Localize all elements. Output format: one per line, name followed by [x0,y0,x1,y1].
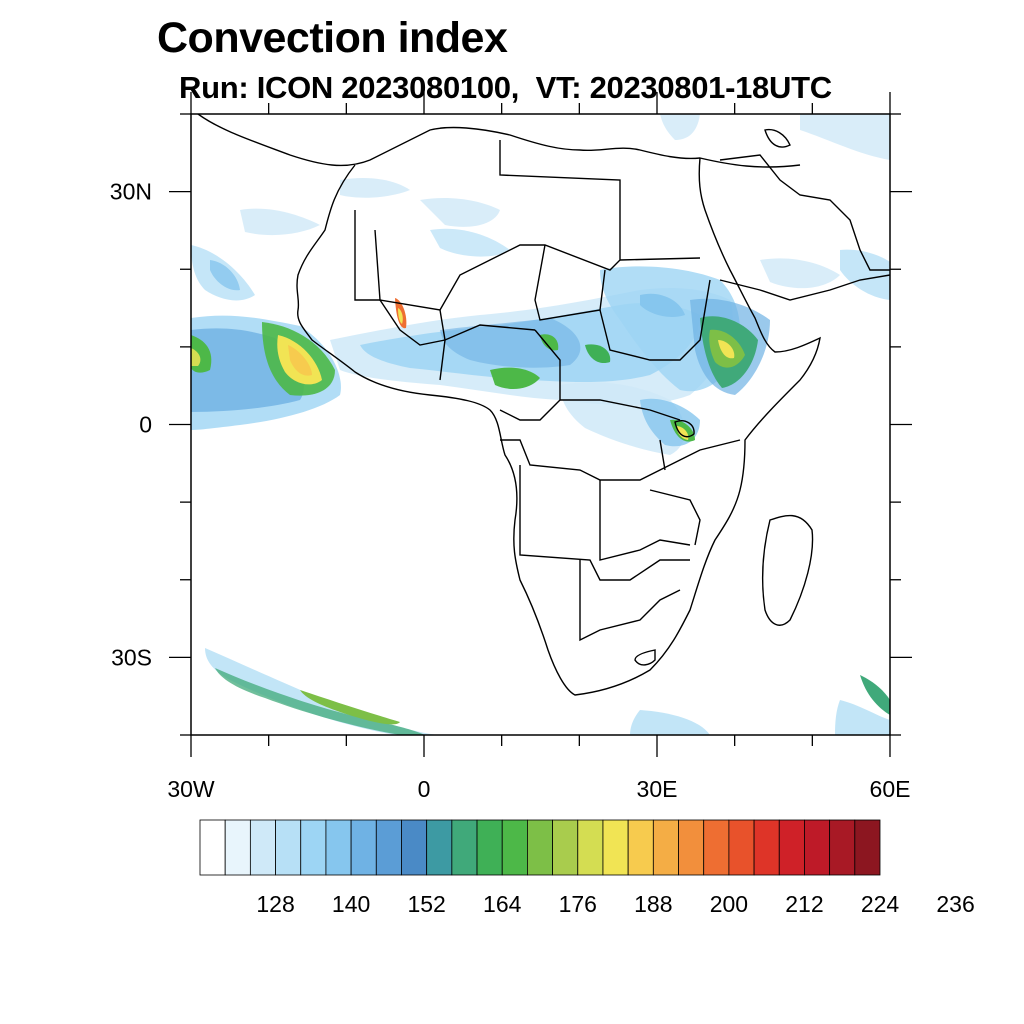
colorbar-box [728,819,755,876]
colorbar-label: 164 [483,891,522,917]
lon-tick-label: 0 [418,776,431,800]
colorbar-labels: 128 140 152 164 176 188 200 212 224 236 [256,891,974,917]
colorbar-label: 200 [710,891,748,917]
colorbar-box [249,819,276,876]
colorbar-box [829,819,856,876]
colorbar-box [577,819,604,876]
colorbar-box [426,819,453,876]
colorbar-label: 224 [861,891,900,917]
lat-tick-label: 30S [111,644,152,670]
colorbar-boxes [199,819,881,876]
colorbar-box [501,819,528,876]
colorbar-box [804,819,831,876]
colorbar-box [778,819,805,876]
colorbar-label: 152 [407,891,445,917]
colorbar-label: 236 [936,891,974,917]
colorbar-box [652,819,679,876]
lon-tick-label: 60E [870,776,911,800]
convection-field [191,114,890,735]
colorbar-box [753,819,780,876]
colorbar-box [552,819,579,876]
colorbar-box [451,819,478,876]
colorbar-box [300,819,327,876]
colorbar-box [527,819,553,876]
colorbar-box [678,819,705,876]
colorbar-box [350,819,377,876]
colorbar-label: 188 [634,891,672,917]
colorbar-label: 176 [559,891,597,917]
coastlines-borders [197,114,890,696]
map-background [191,114,890,735]
colorbar-box [275,819,302,876]
colorbar-label: 212 [785,891,823,917]
colorbar-label: 140 [332,891,370,917]
colorbar-box [854,819,881,876]
chart-subtitle: Run: ICON 2023080100, VT: 20230801-18UTC [179,70,832,105]
lat-tick-label: 0 [139,412,152,438]
colorbar-box [401,819,428,876]
colorbar-box [325,819,352,876]
colorbar-box [375,819,402,876]
lon-tick-label: 30W [167,776,215,800]
colorbar-box [703,819,730,876]
colorbar-box [627,819,654,876]
colorbar-box [224,819,251,876]
colorbar-box [602,819,629,876]
chart-title: Convection index [157,14,508,62]
map-panel: 30W 0 30E 60E 30N 0 30S [110,92,912,800]
colorbar-box [476,819,503,876]
map-axes: 30W 0 30E 60E 30N 0 30S [110,92,912,800]
colorbar-label: 128 [256,891,294,917]
lat-tick-label: 30N [110,179,152,205]
lon-tick-label: 30E [637,776,678,800]
colorbar-box [199,819,226,876]
